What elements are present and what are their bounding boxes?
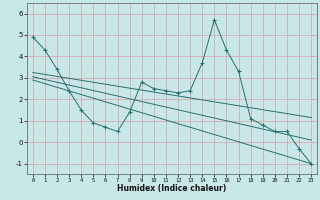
X-axis label: Humidex (Indice chaleur): Humidex (Indice chaleur) <box>117 184 227 193</box>
